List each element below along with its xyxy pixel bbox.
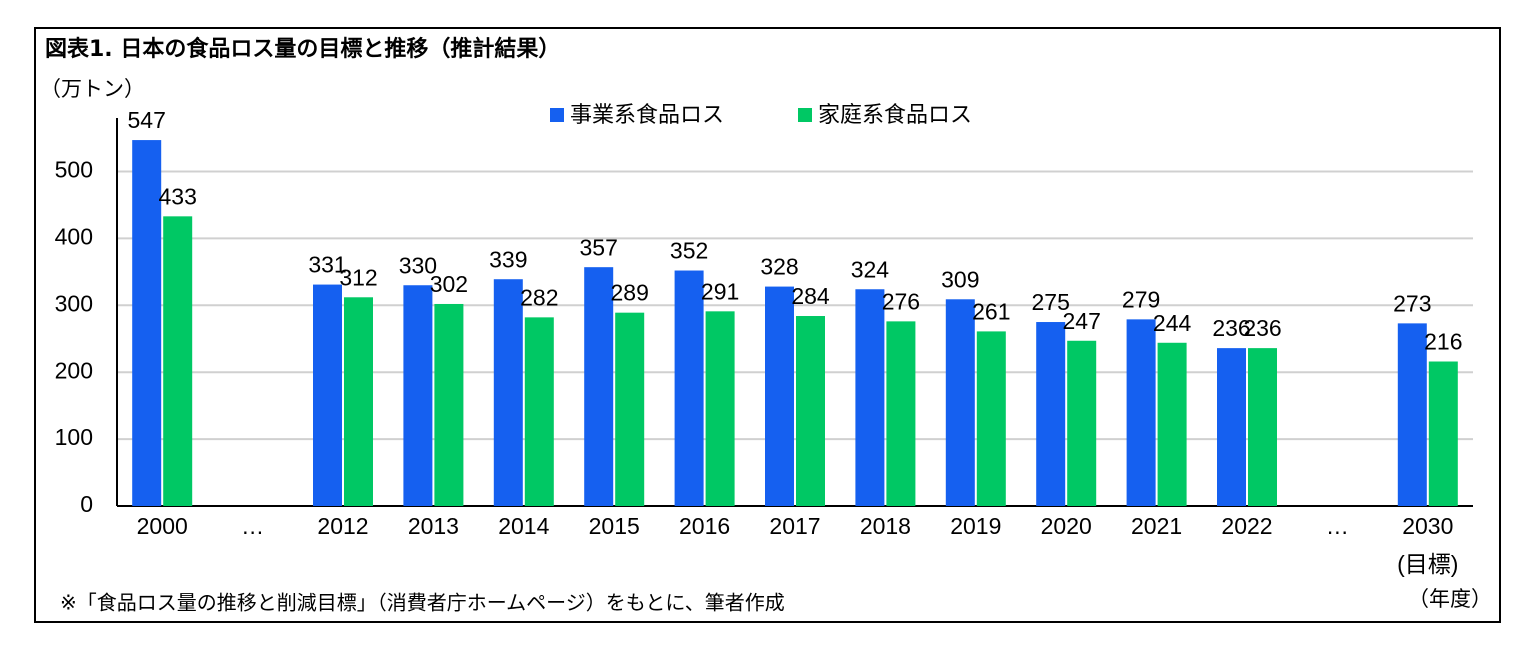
data-label: 216 xyxy=(1424,329,1462,355)
data-label: 289 xyxy=(611,280,649,306)
x-tick-label: 2020 xyxy=(1041,513,1092,539)
x-tick-label: 2019 xyxy=(950,513,1001,539)
data-label: 275 xyxy=(1032,289,1070,315)
y-tick-label: 0 xyxy=(80,491,93,517)
data-label: 309 xyxy=(941,266,979,292)
x-tick-label: 2017 xyxy=(769,513,820,539)
x-tick-label: 2014 xyxy=(498,513,549,539)
bar xyxy=(945,299,975,506)
bar xyxy=(493,279,523,506)
x-axis-label: （年度） xyxy=(1408,587,1492,611)
bar xyxy=(524,317,554,506)
x-tick-label: 2015 xyxy=(589,513,640,539)
legend-label: 事業系食品ロス xyxy=(570,103,724,128)
x-tick-label: 2022 xyxy=(1221,513,1272,539)
data-label: 276 xyxy=(882,288,920,314)
data-label: 247 xyxy=(1063,308,1101,334)
bar xyxy=(1397,323,1427,506)
bar xyxy=(796,316,825,506)
bar xyxy=(674,270,704,506)
bar xyxy=(1248,348,1277,506)
bar xyxy=(1217,348,1246,506)
footnote: ※「食品ロス量の推移と削減目標」（消費者庁ホームページ）をもとに、筆者作成 xyxy=(60,591,785,615)
y-tick-label: 400 xyxy=(55,223,93,249)
x-tick-label: 2000 xyxy=(137,513,188,539)
x-tick-label: 2013 xyxy=(408,513,459,539)
y-tick-label: 100 xyxy=(55,424,93,450)
data-label: 244 xyxy=(1153,310,1192,336)
bar xyxy=(1428,361,1458,506)
bar xyxy=(765,286,794,506)
data-label: 324 xyxy=(851,256,890,282)
data-label: 236 xyxy=(1243,315,1281,341)
data-label: 273 xyxy=(1393,290,1431,316)
data-label: 291 xyxy=(701,278,739,304)
data-label: 312 xyxy=(339,264,377,290)
bar xyxy=(313,284,342,506)
data-label: 236 xyxy=(1212,315,1250,341)
data-label: 352 xyxy=(670,238,708,264)
y-axis-label: （万トン） xyxy=(40,77,145,101)
data-label: 331 xyxy=(308,252,346,278)
x-tick-label: 2018 xyxy=(860,513,911,539)
data-label: 330 xyxy=(399,252,437,278)
y-tick-label: 500 xyxy=(55,157,93,183)
bar xyxy=(163,216,193,506)
bar xyxy=(705,311,735,506)
data-label: 328 xyxy=(760,254,798,280)
y-tick-label: 200 xyxy=(55,357,93,383)
data-label: 357 xyxy=(580,234,618,260)
bar xyxy=(855,289,885,506)
data-label: 284 xyxy=(791,283,830,309)
bar xyxy=(132,140,162,506)
data-label: 279 xyxy=(1122,286,1160,312)
x-tick-label: 2021 xyxy=(1131,513,1182,539)
x-tick-label: 2016 xyxy=(679,513,730,539)
x-tick-label: … xyxy=(241,513,264,539)
bar xyxy=(434,303,464,506)
x-tick-label: … xyxy=(1326,513,1349,539)
data-label: 302 xyxy=(430,271,468,297)
bar xyxy=(615,312,645,506)
bar xyxy=(1036,322,1066,506)
data-label: 282 xyxy=(520,284,558,310)
bar xyxy=(344,297,373,506)
data-label: 261 xyxy=(972,298,1010,324)
chart-title: 図表1. 日本の食品ロス量の目標と推移（推計結果） xyxy=(45,36,560,62)
legend-swatch xyxy=(550,108,564,122)
bar xyxy=(976,331,1006,506)
x-tick-label: 2030 (目標) xyxy=(1397,513,1458,577)
bar xyxy=(403,285,433,506)
bar xyxy=(1157,342,1187,506)
y-tick-label: 300 xyxy=(55,290,93,316)
bar xyxy=(1126,319,1156,506)
data-label: 547 xyxy=(128,107,166,133)
bar xyxy=(584,267,614,506)
bar xyxy=(1067,340,1097,506)
data-label: 433 xyxy=(159,183,197,209)
data-label: 339 xyxy=(489,246,527,272)
legend-label: 家庭系食品ロス xyxy=(818,103,972,128)
legend-swatch xyxy=(798,108,812,122)
bar xyxy=(886,321,916,506)
x-tick-label: 2012 xyxy=(317,513,368,539)
